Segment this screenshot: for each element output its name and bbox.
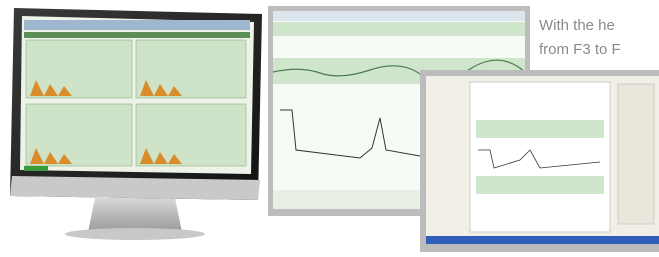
screenshot-report xyxy=(420,70,659,252)
toolbar xyxy=(273,11,525,21)
monitor-base xyxy=(65,228,205,240)
toolbar xyxy=(24,20,250,30)
status-button xyxy=(24,166,48,171)
monitor xyxy=(10,8,262,240)
copy-line: from F3 to F xyxy=(539,41,621,58)
page: With the he from F3 to F xyxy=(0,0,659,257)
monitor-stand xyxy=(88,198,182,232)
band xyxy=(273,22,525,36)
report-page xyxy=(470,82,610,232)
band xyxy=(476,176,604,194)
header-bar xyxy=(24,32,250,38)
monitor-chin xyxy=(10,176,260,200)
copy-line: With the he xyxy=(539,17,615,34)
side-panel xyxy=(618,84,654,224)
taskbar xyxy=(426,236,659,244)
band xyxy=(476,120,604,138)
